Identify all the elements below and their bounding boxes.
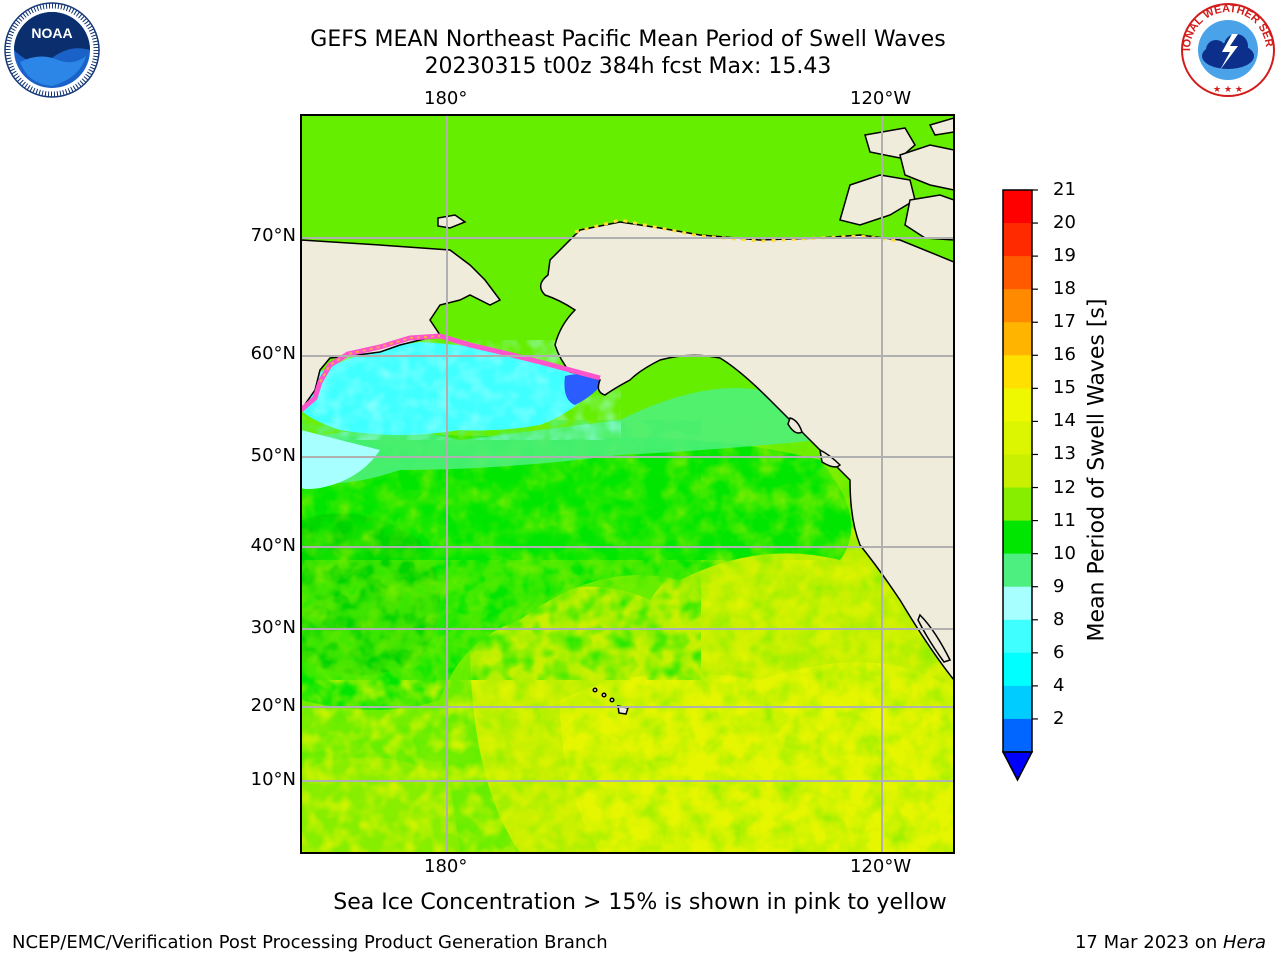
land-wrangel-island — [437, 214, 467, 229]
colorbar-frame — [1002, 189, 1033, 753]
colorbar-tick-label: 14 — [1053, 410, 1076, 432]
colorbar — [1001, 189, 1038, 782]
chart-title: GEFS MEAN Northeast Pacific Mean Period … — [310, 27, 946, 52]
land-arctic-island-2 — [864, 127, 916, 159]
land-alaska-canada — [539, 221, 954, 682]
land-arctic-island-5 — [928, 117, 954, 136]
land-vancouver-island — [819, 448, 842, 468]
noaa-logo: NOAA — [4, 2, 100, 98]
colorbar-band — [1003, 718, 1032, 753]
colorbar-tick-label: 10 — [1053, 542, 1076, 564]
colorbar-tick-label: 9 — [1053, 575, 1065, 597]
colorbar-tick-label: 20 — [1053, 212, 1076, 234]
colorbar-band — [1003, 421, 1032, 455]
colorbar-band — [1003, 553, 1032, 588]
lat-label-40n: 40°N — [250, 535, 296, 556]
sea-ice-caption-text: Sea Ice Concentration > 15% is shown in … — [333, 890, 947, 915]
colorbar-band — [1003, 685, 1032, 720]
colorbar-tick-label: 18 — [1053, 278, 1076, 300]
footer-credit: NCEP/EMC/Verification Post Processing Pr… — [12, 932, 608, 953]
land-arctic-island-3 — [899, 144, 954, 191]
colorbar-label: Mean Period of Swell Waves [s] — [1084, 298, 1110, 642]
swell-field-light-cyan — [301, 430, 380, 489]
lat-label-50n: 50°N — [250, 445, 296, 466]
lon-label-bottom-120w: 120°W — [850, 856, 912, 877]
lat-label-20n: 20°N — [250, 695, 296, 716]
colorbar-tick-label: 8 — [1053, 608, 1065, 630]
swell-field-deep-blue — [564, 373, 605, 405]
sea-ice-arctic-coast — [574, 218, 901, 243]
map-frame — [300, 114, 955, 854]
colorbar-band — [1003, 223, 1032, 257]
lat-label-60n: 60°N — [250, 343, 296, 364]
footer-host: Hera — [1222, 932, 1266, 953]
colorbar-tick-label: 2 — [1053, 707, 1065, 729]
colorbar-tick-label: 13 — [1053, 443, 1076, 465]
colorbar-band — [1003, 256, 1032, 290]
colorbar-band — [1003, 190, 1032, 224]
footer-date-text: 17 Mar 2023 on — [1074, 932, 1223, 953]
graticule — [301, 115, 954, 853]
lat-label-30n: 30°N — [250, 617, 296, 638]
map-plot-area — [301, 115, 954, 853]
colorbar-band — [1003, 322, 1032, 356]
colorbar-tick-label: 17 — [1053, 311, 1076, 333]
colorbar-band — [1003, 586, 1032, 621]
land-arctic-island-4 — [904, 194, 954, 241]
land-siberia — [301, 239, 502, 412]
nws-logo: NATIONAL WEATHER SERVICE ★ ★ ★ — [1176, 0, 1275, 97]
lat-label-10n: 10°N — [250, 769, 296, 790]
colorbar-band — [1003, 652, 1032, 687]
colorbar-tick-label: 21 — [1053, 179, 1076, 200]
sea-ice-caption: Sea Ice Concentration > 15% is shown in … — [0, 890, 1280, 915]
land-arctic-island-1 — [839, 174, 916, 226]
colorbar-band — [1003, 487, 1032, 522]
colorbar-extend-triangle — [1001, 751, 1034, 782]
land-haida-gwaii — [787, 417, 803, 434]
landmass-group — [301, 117, 954, 715]
colorbar-tick-label: 4 — [1053, 674, 1065, 696]
lon-label-top-180: 180° — [424, 88, 468, 109]
lon-label-top-120w: 120°W — [850, 88, 912, 109]
footer-date: 17 Mar 2023 on Hera — [1075, 932, 1266, 953]
colorbar-band — [1003, 454, 1032, 489]
lon-label-bottom-180: 180° — [424, 856, 468, 877]
svg-text:★ ★ ★: ★ ★ ★ — [1213, 85, 1243, 95]
colorbar-band — [1003, 388, 1032, 422]
colorbar-band — [1003, 619, 1032, 654]
lat-label-70n: 70°N — [250, 225, 296, 246]
colorbar-band — [1003, 520, 1032, 555]
colorbar-band — [1003, 355, 1032, 389]
colorbar-tick-label: 15 — [1053, 377, 1076, 399]
noaa-logo-text: NOAA — [31, 25, 72, 41]
chart-subtitle: 20230315 t00z 384h fcst Max: 15.43 — [424, 54, 832, 79]
colorbar-tick-label: 16 — [1053, 344, 1076, 366]
colorbar-tick-label: 6 — [1053, 641, 1065, 663]
colorbar-band — [1003, 289, 1032, 323]
colorbar-tick-label: 12 — [1053, 476, 1076, 498]
colorbar-tick-label: 19 — [1053, 245, 1076, 267]
colorbar-tick-label: 11 — [1053, 509, 1076, 531]
